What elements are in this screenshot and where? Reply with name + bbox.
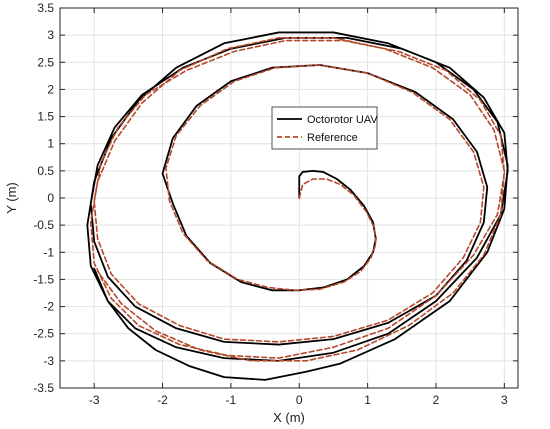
y-tick-label: 3	[47, 28, 54, 42]
series-line-1	[89, 37, 506, 362]
y-tick-label: -3	[43, 354, 54, 368]
y-tick-label: -0.5	[33, 218, 54, 232]
y-tick-label: -1	[43, 245, 54, 259]
y-tick-label: 1.5	[37, 110, 54, 124]
y-tick-label: 1	[47, 137, 54, 151]
y-tick-label: 0.5	[37, 164, 54, 178]
legend-box	[271, 106, 378, 150]
y-tick-label: -3.5	[33, 381, 54, 395]
x-tick-label: 2	[433, 393, 440, 407]
legend-label-0: Octorotor UAV	[307, 114, 378, 126]
x-tick-label: 0	[296, 393, 303, 407]
y-tick-label: 3.5	[37, 1, 54, 15]
x-axis-label: X (m)	[273, 410, 305, 425]
x-tick-label: 1	[364, 393, 371, 407]
series-line-0	[86, 31, 509, 381]
y-tick-label: -2.5	[33, 327, 54, 341]
y-axis-label: Y (m)	[4, 182, 19, 214]
y-tick-label: 0	[47, 191, 54, 205]
x-tick-label: -2	[157, 393, 168, 407]
x-tick-label: -3	[89, 393, 100, 407]
y-tick-label: 2.5	[37, 55, 54, 69]
y-tick-label: -2	[43, 300, 54, 314]
x-tick-label: -1	[226, 393, 237, 407]
x-tick-label: 3	[501, 393, 508, 407]
legend: Octorotor UAV Reference	[271, 106, 378, 150]
legend-label-1: Reference	[307, 132, 358, 144]
y-tick-label: -1.5	[33, 272, 54, 286]
y-tick-label: 2	[47, 82, 54, 96]
